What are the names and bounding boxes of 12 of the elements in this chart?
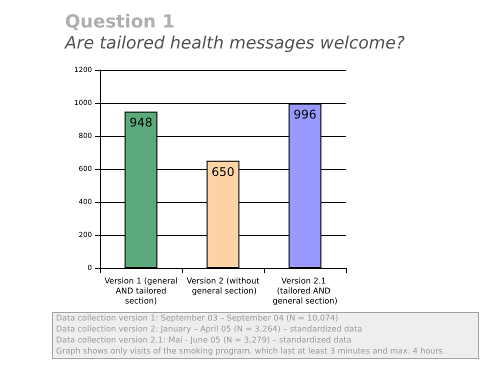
data-label: 948: [130, 116, 152, 130]
chart-subtitle: Are tailored health messages welcome?: [64, 34, 405, 54]
x-tick-label: Version 1 (general AND tailored section): [104, 276, 178, 306]
data-label: 996: [294, 108, 316, 122]
text: Data collection version 1: September 03 – September 04 (N = 10,074): [56, 314, 338, 322]
x-tick-label: Version 2 (without general section): [186, 276, 260, 296]
text: Graph shows only visits of the smoking program, which last at least 3 minutes and max. 4 hours: [56, 346, 443, 356]
chart-title: Question 1: [65, 12, 175, 32]
text: Data collection version 2: January – April 05 (N = 3,264) – standardized data: [56, 324, 362, 334]
text: Data collection version 2.1: Mai - June 05 (N = 3,279) – standardized data: [56, 336, 352, 344]
x-tick-label: Version 2.1 (tailored AND general section): [272, 276, 338, 306]
data-label: 650: [212, 164, 234, 179]
